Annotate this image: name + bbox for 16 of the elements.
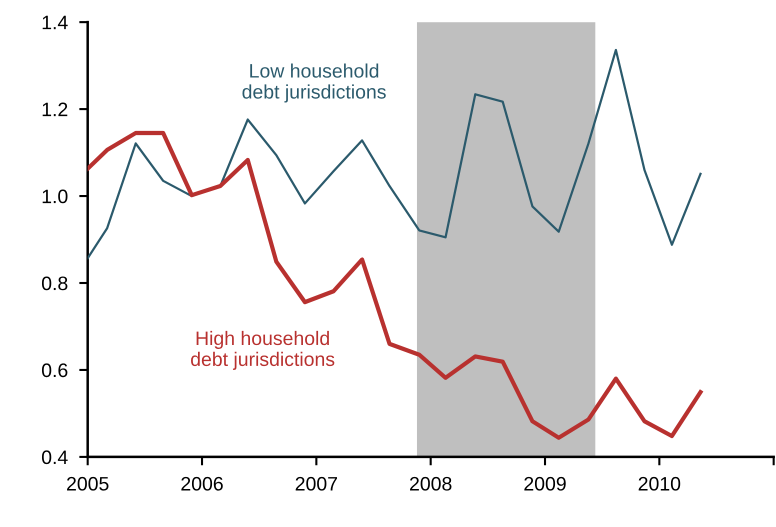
y-tick-label: 1.4 <box>42 16 68 30</box>
series-label: High household debt jurisdictions <box>191 330 334 370</box>
y-tick-label: 1.2 <box>42 102 68 116</box>
line-series <box>88 130 703 440</box>
x-tick-label: 2006 <box>181 476 223 491</box>
x-tick-label: 2007 <box>296 476 338 491</box>
line-series <box>88 48 702 260</box>
y-tick-label: 0.8 <box>42 276 68 290</box>
x-tick-label: 2008 <box>410 476 452 491</box>
x-tick-label: 2010 <box>638 476 680 491</box>
x-tick-label: 2005 <box>67 476 109 491</box>
y-tick-label: 0.4 <box>42 450 68 464</box>
series-label: Low household debt jurisdictions <box>242 63 386 103</box>
x-tick-label: 2009 <box>524 476 566 491</box>
y-tick-label: 0.6 <box>42 363 68 378</box>
y-tick-label: 1.0 <box>42 190 68 204</box>
